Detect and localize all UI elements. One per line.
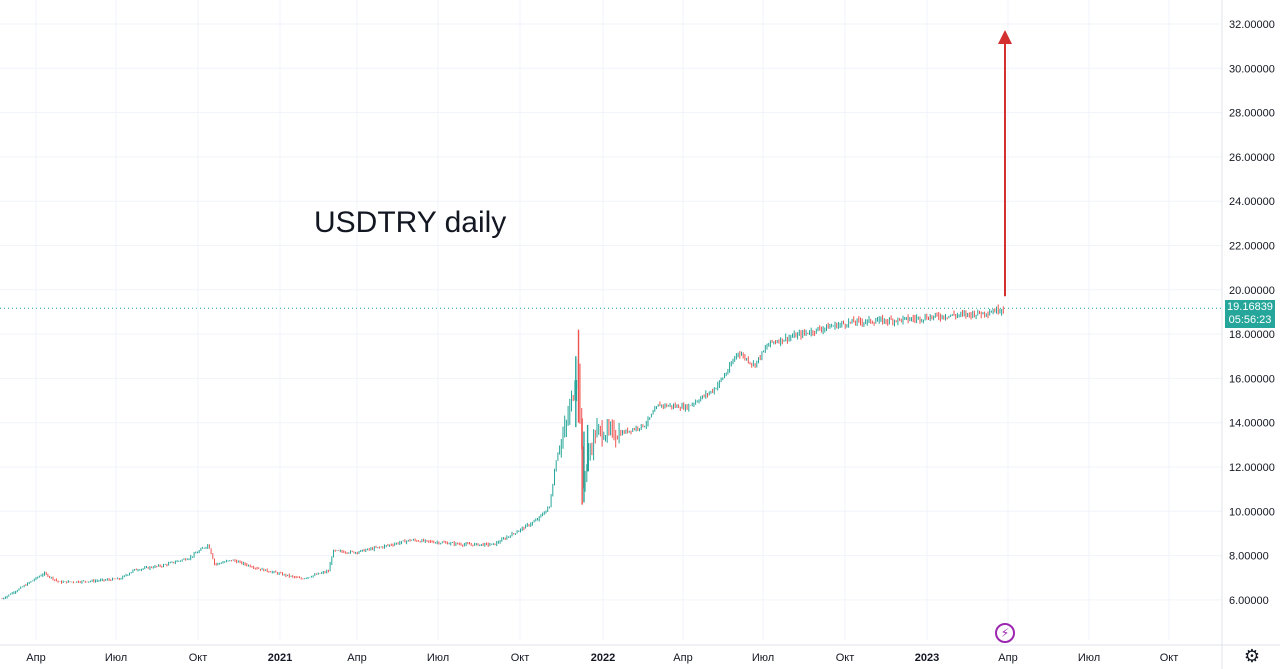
y-tick-label: 6.00000 xyxy=(1229,595,1269,607)
y-tick-label: 32.00000 xyxy=(1229,19,1275,31)
x-tick-label: 2022 xyxy=(591,652,615,664)
overlays xyxy=(0,30,1222,309)
y-tick-label: 10.00000 xyxy=(1229,506,1275,518)
x-tick-label: Апр xyxy=(673,652,692,664)
x-tick-label: Окт xyxy=(511,652,530,664)
y-tick-label: 8.00000 xyxy=(1229,551,1269,563)
y-tick-label: 26.00000 xyxy=(1229,152,1275,164)
x-tick-label: 2023 xyxy=(915,652,939,664)
x-tick-label: Апр xyxy=(26,652,45,664)
up-arrow-head[interactable] xyxy=(998,30,1012,44)
y-tick-label: 22.00000 xyxy=(1229,241,1275,253)
x-tick-label: Окт xyxy=(836,652,855,664)
candles xyxy=(1,304,1004,600)
y-tick-label: 30.00000 xyxy=(1229,63,1275,75)
bar-countdown: 05:56:23 xyxy=(1228,314,1272,326)
y-tick-label: 28.00000 xyxy=(1229,108,1275,120)
x-tick-label: Июл xyxy=(752,652,774,664)
x-tick-label: 2021 xyxy=(268,652,292,664)
y-tick-label: 14.00000 xyxy=(1229,418,1275,430)
grid xyxy=(0,0,1222,640)
y-tick-label: 20.00000 xyxy=(1229,285,1275,297)
x-tick-label: Июл xyxy=(427,652,449,664)
lightning-icon[interactable]: ⚡ xyxy=(995,623,1015,643)
time-axis[interactable]: Апр Июл Окт 2021 Апр Июл Окт 2022 Апр Июл Окт 2023 А… xyxy=(0,644,1280,664)
y-tick-label: 12.00000 xyxy=(1229,462,1275,474)
y-tick-label: 18.00000 xyxy=(1229,329,1275,341)
gear-icon[interactable]: ⚙ xyxy=(1243,646,1261,666)
chart-title: USDTRY daily xyxy=(314,206,507,239)
x-tick-label: Июл xyxy=(1078,652,1100,664)
x-tick-label: Апр xyxy=(347,652,366,664)
y-tick-label: 16.00000 xyxy=(1229,373,1275,385)
x-tick-label: Июл xyxy=(105,652,127,664)
x-tick-label: Окт xyxy=(1160,652,1179,664)
price-axis[interactable]: 6.00000 8.00000 10.00000 12.00000 14.00000 16… xyxy=(1221,0,1275,669)
last-price-value: 19.16839 xyxy=(1227,301,1273,313)
last-price-badge: 19.16839 05:56:23 xyxy=(1225,300,1275,328)
x-tick-label: Окт xyxy=(189,652,208,664)
x-tick-label: Апр xyxy=(998,652,1017,664)
y-tick-label: 24.00000 xyxy=(1229,196,1275,208)
